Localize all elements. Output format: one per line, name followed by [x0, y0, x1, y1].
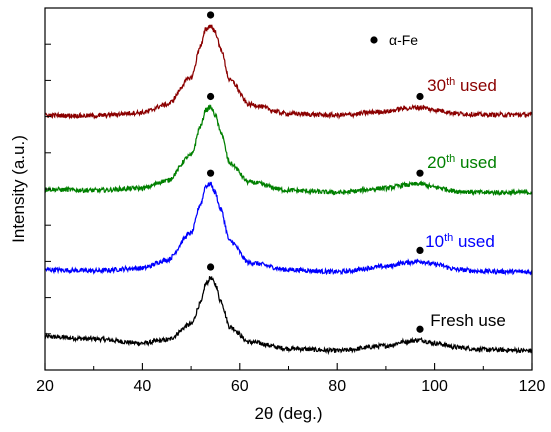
alpha-fe-peak-marker — [206, 92, 215, 101]
alpha-fe-peak-marker — [206, 263, 215, 271]
peak-markers-group — [206, 11, 424, 333]
alpha-fe-peak-marker — [416, 92, 424, 101]
traces-group — [44, 24, 533, 356]
x-tick-label: 80 — [328, 378, 346, 395]
series-label: 10th used — [425, 232, 495, 251]
alpha-fe-peak-marker — [416, 169, 424, 177]
x-axis-label: 2θ (deg.) — [254, 404, 322, 423]
series-label: Fresh use — [430, 311, 506, 330]
x-tick-label: 60 — [231, 378, 249, 395]
series-line — [44, 276, 533, 356]
x-tick-label: 20 — [36, 378, 54, 395]
series-label: 30th used — [427, 76, 497, 95]
alpha-fe-peak-marker — [416, 325, 424, 333]
series-line — [44, 24, 533, 120]
x-tick-label: 40 — [134, 378, 152, 395]
series-line — [44, 181, 533, 276]
alpha-fe-peak-marker — [416, 246, 424, 255]
ticks-group: 20 40 60 80 100 120 — [36, 43, 546, 395]
alpha-fe-peak-marker — [206, 169, 215, 177]
y-axis-label: Intensity (a.u.) — [9, 135, 28, 243]
legend-label: α-Fe — [389, 32, 418, 48]
series-labels-group: Fresh use 10th used 20th used 30th used — [425, 76, 506, 330]
alpha-fe-peak-marker — [206, 11, 215, 19]
series-label: 20th used — [427, 153, 497, 172]
x-tick-label: 100 — [421, 378, 448, 395]
x-tick-label: 120 — [519, 378, 546, 395]
legend-marker-icon — [370, 36, 378, 44]
series-line — [44, 104, 533, 197]
